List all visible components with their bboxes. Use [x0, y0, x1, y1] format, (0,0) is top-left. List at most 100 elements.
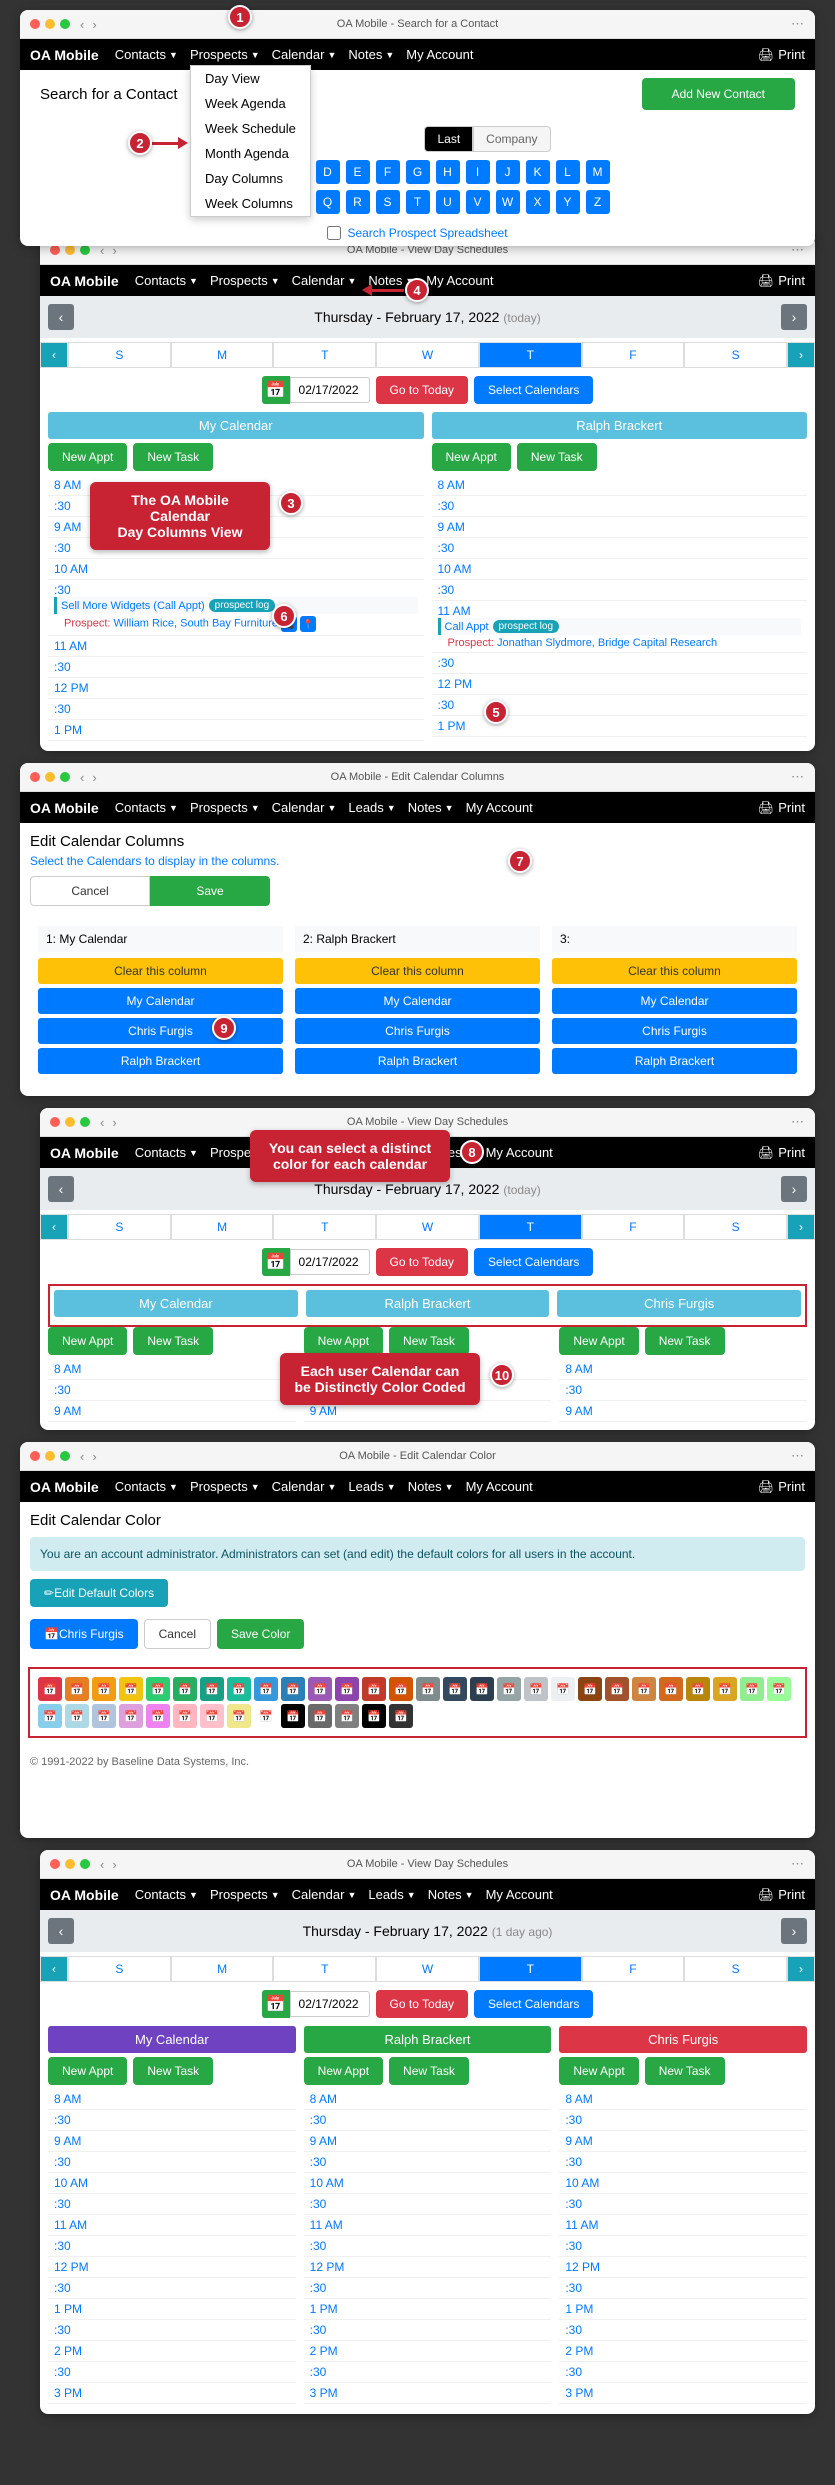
- color-swatch[interactable]: 📅: [308, 1704, 332, 1728]
- color-swatch[interactable]: 📅: [227, 1704, 251, 1728]
- day-tab[interactable]: T: [479, 1956, 582, 1982]
- time-slot[interactable]: :30: [559, 2362, 807, 2383]
- time-slot[interactable]: 11 AM: [304, 2215, 552, 2236]
- time-slot[interactable]: :30: [304, 2194, 552, 2215]
- time-slot[interactable]: 11 AM: [48, 2215, 296, 2236]
- day-tab[interactable]: F: [582, 1956, 685, 1982]
- color-swatch[interactable]: 📅: [173, 1704, 197, 1728]
- time-slot[interactable]: 8 AM: [559, 2089, 807, 2110]
- date-input[interactable]: [290, 377, 370, 403]
- color-swatch[interactable]: 📅: [713, 1677, 737, 1701]
- day-tab[interactable]: M: [171, 342, 274, 368]
- location-icon[interactable]: 📍: [300, 616, 316, 632]
- time-slot[interactable]: 8 AM: [48, 2089, 296, 2110]
- color-swatch[interactable]: 📅: [335, 1704, 359, 1728]
- day-tab[interactable]: F: [582, 1214, 685, 1240]
- color-swatch[interactable]: 📅: [443, 1677, 467, 1701]
- time-slot[interactable]: 12 PM: [304, 2257, 552, 2278]
- day-tab[interactable]: M: [171, 1956, 274, 1982]
- color-swatch[interactable]: 📅: [227, 1677, 251, 1701]
- letter-s[interactable]: S: [376, 190, 400, 214]
- day-tab[interactable]: S: [684, 1956, 787, 1982]
- color-swatch[interactable]: 📅: [416, 1677, 440, 1701]
- search-prospect-checkbox[interactable]: [327, 226, 341, 240]
- letter-j[interactable]: J: [496, 160, 520, 184]
- day-tab[interactable]: T: [273, 342, 376, 368]
- next-day[interactable]: ›: [781, 304, 807, 330]
- calendar-icon[interactable]: 📅: [262, 376, 290, 404]
- time-slot[interactable]: :30: [559, 2194, 807, 2215]
- color-swatch[interactable]: 📅: [362, 1704, 386, 1728]
- color-swatch[interactable]: 📅: [200, 1704, 224, 1728]
- select-calendars-button[interactable]: Select Calendars: [474, 376, 593, 404]
- color-swatch[interactable]: 📅: [551, 1677, 575, 1701]
- time-slot[interactable]: :30: [559, 2152, 807, 2173]
- color-swatch[interactable]: 📅: [632, 1677, 656, 1701]
- brand[interactable]: OA Mobile: [30, 47, 99, 63]
- save-color-button[interactable]: Save Color: [217, 1619, 304, 1649]
- color-swatch[interactable]: 📅: [173, 1677, 197, 1701]
- time-slot[interactable]: 10 AM: [559, 2173, 807, 2194]
- time-slot[interactable]: 12 PM: [559, 2257, 807, 2278]
- day-tab[interactable]: F: [582, 342, 685, 368]
- color-swatch[interactable]: 📅: [767, 1677, 791, 1701]
- letter-f[interactable]: F: [376, 160, 400, 184]
- new-appt-button[interactable]: New Appt: [48, 443, 127, 471]
- day-tab[interactable]: T: [479, 1214, 582, 1240]
- dropdown-dayview[interactable]: Day View: [191, 66, 310, 91]
- time-slot[interactable]: 10 AM: [304, 2173, 552, 2194]
- save-button[interactable]: Save: [150, 876, 270, 906]
- color-swatch[interactable]: 📅: [38, 1677, 62, 1701]
- color-swatch[interactable]: 📅: [686, 1677, 710, 1701]
- dropdown-daycolumns[interactable]: Day Columns: [191, 166, 310, 191]
- time-slot[interactable]: 9 AM: [304, 2131, 552, 2152]
- color-swatch[interactable]: 📅: [470, 1677, 494, 1701]
- letter-l[interactable]: L: [556, 160, 580, 184]
- day-tab[interactable]: M: [171, 1214, 274, 1240]
- day-tab[interactable]: T: [273, 1956, 376, 1982]
- cancel-button[interactable]: Cancel: [30, 876, 150, 906]
- color-swatch[interactable]: 📅: [659, 1677, 683, 1701]
- color-swatch[interactable]: 📅: [254, 1677, 278, 1701]
- time-slot[interactable]: 12 PM: [48, 2257, 296, 2278]
- filter-company[interactable]: Company: [473, 126, 550, 152]
- color-swatch[interactable]: 📅: [146, 1677, 170, 1701]
- letter-r[interactable]: R: [346, 190, 370, 214]
- time-slot[interactable]: :30: [48, 2194, 296, 2215]
- letter-y[interactable]: Y: [556, 190, 580, 214]
- nav-print[interactable]: 🖨 Print: [758, 47, 805, 63]
- time-slot[interactable]: :30: [559, 2278, 807, 2299]
- color-swatch[interactable]: 📅: [92, 1704, 116, 1728]
- color-swatch[interactable]: 📅: [578, 1677, 602, 1701]
- color-swatch[interactable]: 📅: [119, 1704, 143, 1728]
- go-today-button[interactable]: Go to Today: [376, 376, 469, 404]
- day-tab[interactable]: W: [376, 342, 479, 368]
- color-swatch[interactable]: 📅: [281, 1677, 305, 1701]
- nav-myaccount[interactable]: My Account: [402, 45, 477, 64]
- letter-h[interactable]: H: [436, 160, 460, 184]
- letter-d[interactable]: D: [316, 160, 340, 184]
- day-tab[interactable]: T: [273, 1214, 376, 1240]
- letter-v[interactable]: V: [466, 190, 490, 214]
- time-slot[interactable]: :30: [48, 2110, 296, 2131]
- dropdown-weekschedule[interactable]: Week Schedule: [191, 116, 310, 141]
- color-swatch[interactable]: 📅: [119, 1677, 143, 1701]
- time-slot[interactable]: :30: [304, 2152, 552, 2173]
- time-slot[interactable]: 3 PM: [48, 2383, 296, 2404]
- day-tab[interactable]: S: [684, 342, 787, 368]
- day-tab[interactable]: W: [376, 1956, 479, 1982]
- color-swatch[interactable]: 📅: [389, 1704, 413, 1728]
- nav-contacts[interactable]: Contacts▼: [111, 45, 182, 64]
- time-slot[interactable]: :30: [304, 2236, 552, 2257]
- letter-q[interactable]: Q: [316, 190, 340, 214]
- day-tab[interactable]: W: [376, 1214, 479, 1240]
- color-swatch[interactable]: 📅: [254, 1704, 278, 1728]
- nav-prospects[interactable]: Prospects▼: [186, 45, 264, 64]
- day-tab[interactable]: S: [68, 342, 171, 368]
- time-slot[interactable]: :30: [559, 2236, 807, 2257]
- day-tab[interactable]: S: [684, 1214, 787, 1240]
- letter-e[interactable]: E: [346, 160, 370, 184]
- add-contact-button[interactable]: Add New Contact: [642, 78, 795, 110]
- letter-k[interactable]: K: [526, 160, 550, 184]
- time-slot[interactable]: :30: [48, 2152, 296, 2173]
